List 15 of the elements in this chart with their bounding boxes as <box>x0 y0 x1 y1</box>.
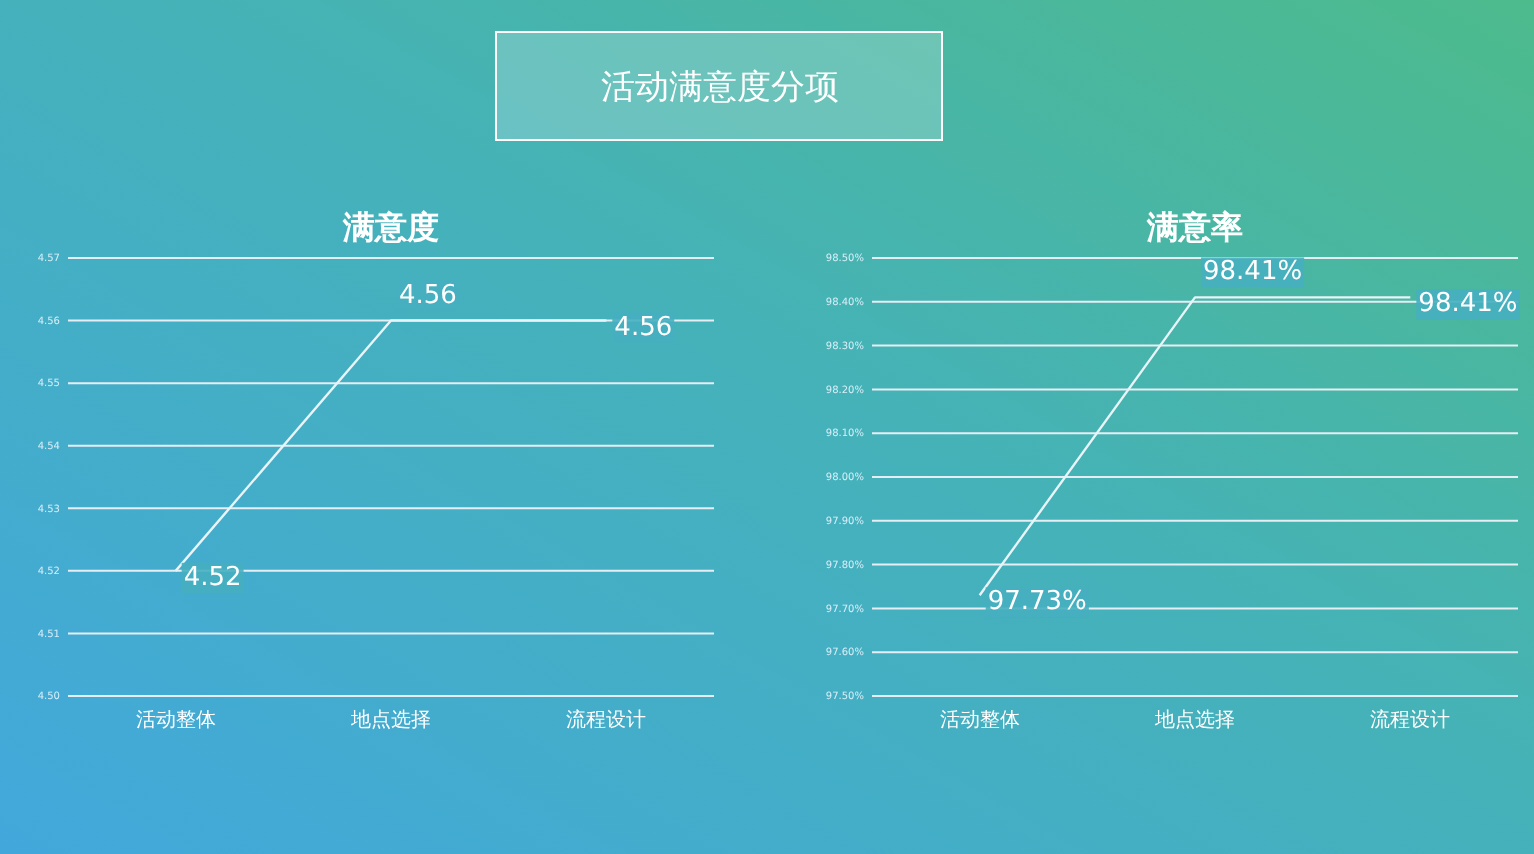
data-label: 4.52 <box>183 562 242 593</box>
x-tick-label: 活动整体 <box>135 708 216 733</box>
x-tick-label: 地点选择 <box>349 708 431 733</box>
text: 活动满意度分项 <box>601 68 839 108</box>
data-label: 4.56 <box>614 312 673 343</box>
x-tick-label: 流程设计 <box>566 708 647 733</box>
chart-title: 满意率 <box>1145 208 1243 246</box>
x-tick-label: 地点选择 <box>1153 708 1235 733</box>
data-label: 98.41% <box>1203 257 1303 288</box>
data-label: 98.41% <box>1418 289 1518 320</box>
data-label: 97.73% <box>987 587 1087 618</box>
x-tick-label: 活动整体 <box>939 708 1020 733</box>
data-label: 4.56 <box>399 280 457 311</box>
chart-title: 满意度 <box>341 208 439 246</box>
x-tick-label: 流程设计 <box>1370 708 1451 733</box>
